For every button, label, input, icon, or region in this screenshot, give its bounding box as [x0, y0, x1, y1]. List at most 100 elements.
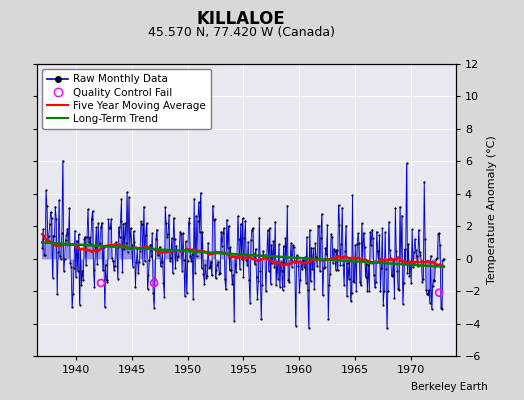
Point: [297, 258, 305, 265]
Point: [144, 272, 152, 279]
Point: [187, 258, 195, 264]
Point: [103, 279, 112, 286]
Point: [277, 259, 285, 266]
Point: [278, 268, 286, 274]
Point: [341, 248, 349, 255]
Point: [389, 257, 398, 263]
Point: [46, 221, 54, 228]
Point: [105, 224, 114, 231]
Point: [400, 246, 409, 252]
Point: [202, 274, 211, 281]
Point: [425, 300, 434, 306]
Point: [212, 267, 221, 274]
Point: [434, 230, 442, 237]
Point: [276, 284, 284, 290]
Point: [248, 225, 257, 231]
Point: [164, 231, 172, 237]
Point: [60, 256, 69, 262]
Point: [41, 252, 49, 259]
Point: [288, 263, 296, 270]
Point: [396, 204, 404, 210]
Point: [352, 288, 361, 294]
Point: [273, 258, 281, 265]
Point: [335, 222, 344, 228]
Point: [82, 262, 90, 269]
Point: [231, 253, 239, 260]
Point: [189, 296, 198, 303]
Point: [402, 160, 411, 166]
Point: [326, 271, 334, 277]
Point: [359, 230, 368, 236]
Point: [198, 229, 206, 235]
Point: [245, 277, 253, 283]
Point: [424, 287, 433, 293]
Point: [291, 322, 300, 329]
Point: [183, 258, 192, 264]
Point: [194, 199, 203, 205]
Point: [250, 261, 259, 268]
Point: [433, 255, 441, 261]
Point: [377, 265, 386, 272]
Point: [132, 259, 140, 265]
Point: [374, 248, 382, 254]
Point: [375, 232, 384, 238]
Point: [338, 204, 346, 211]
Point: [390, 294, 399, 301]
Point: [40, 252, 48, 258]
Point: [97, 219, 106, 226]
Point: [275, 241, 283, 248]
Point: [116, 218, 125, 224]
Point: [115, 234, 124, 240]
Point: [259, 248, 267, 254]
Point: [407, 280, 416, 286]
Point: [366, 229, 374, 236]
Point: [112, 239, 120, 245]
Point: [302, 279, 310, 286]
Point: [73, 268, 82, 274]
Point: [211, 275, 220, 282]
Point: [56, 252, 64, 259]
Point: [99, 267, 107, 273]
Point: [92, 224, 101, 231]
Point: [334, 202, 343, 208]
Point: [421, 236, 429, 242]
Point: [77, 282, 85, 288]
Point: [110, 267, 118, 273]
Point: [181, 238, 190, 245]
Point: [304, 325, 313, 331]
Point: [255, 214, 264, 221]
Point: [254, 278, 263, 285]
Point: [367, 242, 375, 248]
Point: [314, 222, 322, 229]
Point: [414, 227, 423, 233]
Point: [101, 304, 109, 310]
Point: [144, 286, 152, 292]
Point: [90, 284, 99, 290]
Point: [248, 227, 256, 234]
Point: [373, 228, 381, 235]
Point: [303, 234, 311, 240]
Point: [89, 208, 97, 214]
Point: [362, 274, 370, 280]
Point: [205, 265, 213, 271]
Point: [309, 245, 318, 252]
Point: [331, 248, 339, 254]
Point: [162, 220, 170, 227]
Point: [157, 259, 166, 265]
Point: [100, 244, 108, 250]
Point: [122, 240, 130, 246]
Point: [301, 254, 309, 260]
Point: [324, 316, 332, 322]
Point: [287, 240, 295, 246]
Point: [416, 252, 424, 258]
Point: [253, 296, 261, 302]
Point: [299, 257, 307, 263]
Point: [84, 206, 92, 212]
Point: [435, 290, 443, 296]
Point: [346, 298, 355, 304]
Point: [316, 234, 325, 241]
Point: [347, 290, 356, 296]
Point: [198, 265, 206, 271]
Point: [51, 204, 60, 210]
Point: [436, 242, 444, 248]
